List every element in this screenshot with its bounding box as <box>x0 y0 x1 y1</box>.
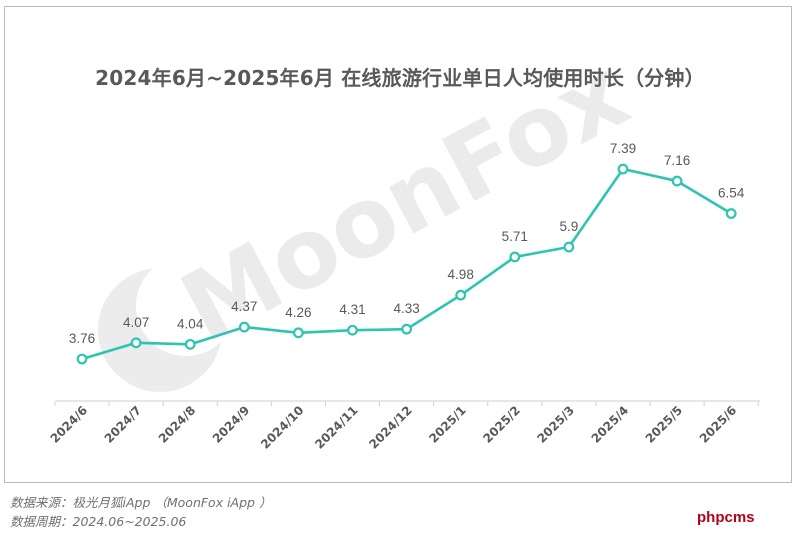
data-label: 4.31 <box>339 302 365 317</box>
x-tick-label: 2025/6 <box>697 403 740 446</box>
chart-frame <box>4 6 792 483</box>
data-point <box>563 241 575 253</box>
x-tick-label: 2024/6 <box>48 403 91 446</box>
data-labels: 3.76 4.07 4.04 4.37 4.26 4.31 4.33 4.98 5.71 5.9 7… <box>69 141 745 346</box>
data-label: 4.33 <box>393 301 419 316</box>
data-label: 4.37 <box>231 299 257 314</box>
data-point <box>617 163 629 175</box>
x-tick-label: 2025/1 <box>426 403 469 446</box>
data-point <box>76 353 88 365</box>
data-point <box>725 208 737 219</box>
data-source-note: 数据来源：极光月狐iApp （MoonFox iApp ） <box>10 495 272 510</box>
data-label: 7.39 <box>610 141 636 156</box>
x-tick-label: 2024/11 <box>312 403 360 451</box>
data-point <box>238 321 250 333</box>
data-point <box>184 338 196 350</box>
data-point <box>401 323 413 335</box>
chart-title: 2024年6月~2025年6月 在线旅游行业单日人均使用时长（分钟） <box>95 66 705 90</box>
data-point <box>455 289 467 301</box>
x-tick-labels: 2024/6 2024/7 2024/8 2024/9 2024/10 2024/11 20… <box>48 403 740 451</box>
data-label: 5.71 <box>502 229 528 244</box>
x-tick-label: 2025/2 <box>480 403 523 446</box>
x-tick-label: 2025/5 <box>643 403 686 446</box>
data-point <box>347 324 358 336</box>
x-axis <box>54 400 760 406</box>
data-label: 4.04 <box>177 316 204 331</box>
data-label: 4.26 <box>285 305 311 320</box>
data-label: 4.98 <box>448 267 474 282</box>
x-tick-label: 2024/7 <box>102 403 145 446</box>
data-point <box>130 337 142 349</box>
x-tick-label: 2025/3 <box>534 403 577 446</box>
data-label: 7.16 <box>664 153 690 168</box>
data-point <box>509 251 521 263</box>
x-tick-label: 2024/9 <box>210 403 253 446</box>
data-markers <box>76 163 737 365</box>
data-point <box>293 327 304 339</box>
data-label: 3.76 <box>69 331 95 346</box>
watermark-circle-cut <box>136 256 236 356</box>
data-point <box>671 175 683 187</box>
x-tick-label: 2025/4 <box>589 403 632 446</box>
site-watermark: phpcms <box>697 509 755 526</box>
data-label: 5.9 <box>560 219 579 234</box>
x-tick-label: 2024/8 <box>156 403 199 446</box>
data-period-note: 数据周期：2024.06~2025.06 <box>10 514 187 529</box>
x-tick-label: 2024/12 <box>366 403 414 451</box>
data-label: 4.07 <box>123 315 149 330</box>
data-label: 6.54 <box>718 186 745 201</box>
x-tick-label: 2024/10 <box>258 403 306 451</box>
